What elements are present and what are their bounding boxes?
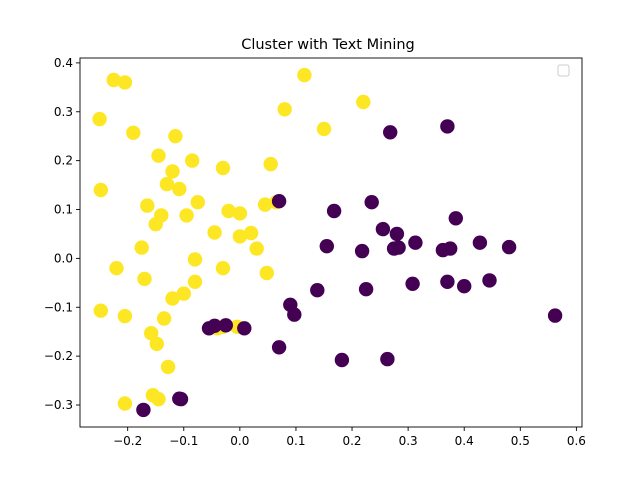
scatter-point-s1-16	[354, 243, 370, 259]
scatter-point-s1-2	[271, 194, 287, 209]
scatter-point-s0-28	[149, 336, 164, 352]
scatter-point-s1-14	[501, 239, 517, 255]
y-tick-label: −0.1	[44, 300, 73, 314]
scatter-point-s0-10	[93, 182, 109, 198]
scatter-point-s1-32	[380, 351, 395, 367]
y-tick-label: −0.2	[44, 349, 73, 363]
scatter-point-s0-8	[159, 176, 175, 192]
x-tick-label: 0.1	[286, 434, 305, 448]
scatter-point-s0-16	[134, 240, 149, 255]
x-tick-label: 0.3	[399, 434, 418, 448]
scatter-point-s1-22	[358, 282, 374, 297]
scatter-point-s1-20	[457, 279, 472, 294]
scatter-point-s1-28	[218, 318, 233, 333]
scatter-point-s0-7	[165, 164, 180, 179]
scatter-point-s1-15	[435, 242, 451, 258]
scatter-point-s0-20	[187, 252, 203, 267]
chart-title: Cluster with Text Mining	[241, 37, 415, 53]
y-tick-label: 0.4	[54, 56, 73, 70]
scatter-point-s0-21	[187, 274, 203, 289]
scatter-point-s0-22	[176, 286, 191, 301]
scatter-point-s1-19	[482, 273, 497, 288]
scatter-point-s1-31	[334, 352, 350, 368]
scatter-point-s1-21	[310, 283, 325, 298]
scatter-point-s0-4	[168, 129, 183, 144]
scatter-point-s0-36	[277, 102, 292, 117]
scatter-point-s0-2	[92, 111, 107, 127]
scatter-point-s0-27	[144, 326, 159, 341]
scatter-point-s1-1	[383, 125, 398, 140]
scatter-point-s0-34	[297, 67, 312, 83]
scatter-point-s1-9	[472, 235, 488, 250]
scatter-point-s1-0	[440, 119, 455, 134]
scatter-point-s0-44	[232, 229, 248, 244]
y-tick-label: 0.1	[54, 203, 73, 217]
scatter-point-s0-32	[117, 396, 133, 411]
scatter-point-s1-24	[287, 307, 302, 322]
scatter-point-s0-26	[156, 311, 172, 326]
y-tick-label: −0.3	[44, 398, 73, 412]
y-tick-label: 0.0	[54, 251, 73, 265]
points-layer	[92, 67, 563, 418]
scatter-point-s1-27	[207, 318, 222, 333]
scatter-point-s1-8	[408, 235, 423, 250]
scatter-point-s1-6	[375, 221, 391, 237]
scatter-point-s0-43	[243, 225, 259, 241]
legend-box	[557, 64, 570, 77]
scatter-point-s1-35	[136, 402, 151, 418]
scatter-point-s0-29	[160, 359, 176, 375]
x-tick-label: 0.5	[511, 434, 530, 448]
scatter-point-s0-0	[106, 72, 121, 88]
scatter-point-s0-47	[259, 265, 274, 281]
scatter-point-s0-1	[117, 75, 133, 90]
plot-frame	[79, 57, 583, 428]
y-tick-label: 0.3	[54, 105, 73, 119]
scatter-point-s0-35	[356, 94, 371, 110]
scatter-point-s0-9	[172, 181, 187, 197]
scatter-point-s0-31	[151, 391, 166, 407]
scatter-point-s0-3	[126, 125, 141, 140]
scatter-point-s0-39	[221, 203, 236, 219]
scatter-point-s1-18	[405, 276, 420, 291]
scatter-point-s0-45	[249, 241, 264, 256]
scatter-point-s0-15	[148, 217, 163, 232]
scatter-point-s1-17	[440, 274, 455, 289]
scatter-point-s1-25	[547, 308, 563, 323]
scatter-point-s0-46	[215, 261, 231, 276]
x-tick-label: −0.2	[113, 434, 142, 448]
scatter-point-s1-3	[364, 195, 379, 210]
scatter-point-s0-23	[165, 291, 180, 306]
scatter-point-s1-5	[448, 211, 463, 226]
scatter-point-s1-4	[326, 203, 342, 219]
x-tick-label: 0.6	[567, 434, 586, 448]
y-tick-label: 0.2	[54, 154, 73, 168]
scatter-point-s0-33	[215, 160, 231, 176]
scatter-point-s0-25	[117, 308, 133, 324]
scatter-point-s1-10	[319, 239, 334, 254]
scatter-point-s0-40	[232, 206, 248, 221]
scatter-point-s0-19	[137, 271, 152, 287]
scatter-point-s1-34	[172, 391, 187, 406]
scatter-point-s0-12	[140, 198, 155, 213]
scatter-point-s1-7	[389, 226, 405, 242]
scatter-point-s0-17	[207, 225, 222, 240]
scatter-point-s1-30	[271, 340, 287, 355]
x-tick-label: 0.4	[455, 434, 474, 448]
axes-layer: −0.2 −0.1 0.0 0.1 0.2 0.3 0.4 0.5 0.6 −0.3 −0.2 −0.…	[44, 56, 586, 448]
scatter-point-s0-11	[190, 195, 205, 210]
scatter-point-s0-37	[316, 121, 332, 137]
scatter-point-s0-18	[109, 261, 124, 276]
x-tick-label: −0.1	[169, 434, 198, 448]
scatter-point-s0-24	[93, 303, 109, 318]
scatter-point-s0-41	[257, 197, 273, 212]
scatter-point-s1-12	[391, 240, 406, 255]
scatter-point-s0-38	[263, 156, 278, 172]
x-tick-label: 0.0	[230, 434, 249, 448]
x-tick-label: 0.2	[342, 434, 361, 448]
scatter-point-s1-29	[237, 321, 252, 336]
scatter-point-s0-6	[185, 153, 200, 168]
scatter-point-s0-5	[151, 148, 166, 163]
scatter-point-s0-13	[179, 208, 194, 223]
